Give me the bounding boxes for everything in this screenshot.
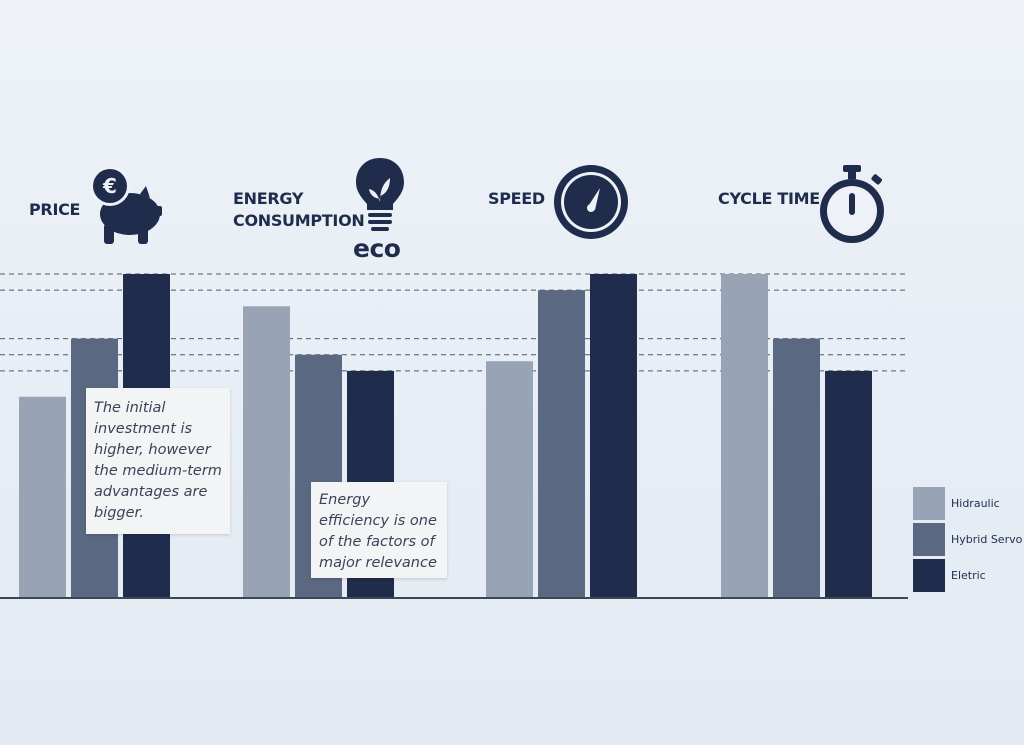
lightbulb-leaf-icon — [356, 158, 404, 231]
category-label-price-text: PRICE — [29, 200, 81, 219]
speedometer-icon — [554, 165, 628, 239]
bar-speed-hydraulic — [486, 361, 533, 597]
legend-swatch-electric — [913, 558, 945, 592]
bar-price-hydraulic — [19, 396, 66, 597]
category-label-energy-line1: ENERGY — [233, 189, 304, 208]
legend-swatch-hydraulic — [913, 486, 945, 520]
piggy-bank-euro-icon: € — [90, 166, 162, 244]
bar-cycle-time-electric — [825, 370, 872, 597]
energy-note: Energy efficiency is one of the factors … — [311, 482, 447, 578]
category-label-cycle-time: CYCLE TIME — [718, 188, 820, 210]
svg-text:€: € — [102, 174, 117, 198]
legend: Hidraulic Hybrid Servo Eletric — [913, 485, 1022, 593]
legend-item-hydraulic: Hidraulic — [913, 485, 1022, 521]
eco-label: eco — [353, 234, 401, 263]
category-label-cycle-time-text: CYCLE TIME — [718, 189, 820, 208]
category-label-energy: ENERGY CONSUMPTION — [233, 188, 365, 232]
bar-speed-electric — [590, 274, 637, 597]
bar-cycle-time-hybrid-servo — [773, 338, 820, 597]
stopwatch-icon — [820, 165, 884, 243]
price-note: The initial investment is higher, howeve… — [86, 388, 230, 534]
legend-item-hybrid-servo: Hybrid Servo — [913, 521, 1022, 557]
category-label-speed: SPEED — [488, 188, 545, 210]
bar-energy-hydraulic — [243, 306, 290, 597]
bar-cycle-time-hydraulic — [721, 274, 768, 597]
legend-label-hydraulic: Hidraulic — [951, 496, 1000, 510]
bars — [19, 274, 872, 597]
category-label-price: PRICE — [29, 199, 80, 221]
legend-label-hybrid-servo: Hybrid Servo — [951, 532, 1023, 546]
legend-swatch-hybrid-servo — [913, 522, 945, 556]
category-label-speed-text: SPEED — [488, 189, 545, 208]
legend-item-electric: Eletric — [913, 557, 1022, 593]
legend-label-electric: Eletric — [951, 568, 986, 582]
bar-speed-hybrid-servo — [538, 290, 585, 597]
category-label-energy-line2: CONSUMPTION — [233, 211, 365, 230]
